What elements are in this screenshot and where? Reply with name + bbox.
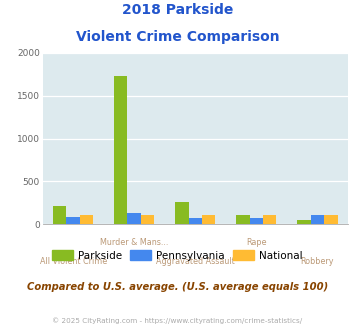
Bar <box>141 215 154 224</box>
Legend: Parkside, Pennsylvania, National: Parkside, Pennsylvania, National <box>48 246 307 265</box>
Bar <box>250 217 263 224</box>
Bar <box>114 76 127 224</box>
Bar <box>202 215 215 224</box>
Bar <box>263 215 277 224</box>
Text: Compared to U.S. average. (U.S. average equals 100): Compared to U.S. average. (U.S. average … <box>27 282 328 292</box>
Bar <box>53 206 66 224</box>
Bar <box>324 215 338 224</box>
Text: Aggravated Assault: Aggravated Assault <box>156 257 235 266</box>
Bar <box>80 215 93 224</box>
Text: All Violent Crime: All Violent Crime <box>39 257 107 266</box>
Text: © 2025 CityRating.com - https://www.cityrating.com/crime-statistics/: © 2025 CityRating.com - https://www.city… <box>53 317 302 324</box>
Text: Rape: Rape <box>246 238 267 247</box>
Text: Robbery: Robbery <box>301 257 334 266</box>
Bar <box>297 220 311 224</box>
Bar <box>66 217 80 224</box>
Bar <box>189 218 202 224</box>
Text: 2018 Parkside: 2018 Parkside <box>122 3 233 17</box>
Bar <box>311 215 324 224</box>
Bar <box>236 214 250 224</box>
Text: Murder & Mans...: Murder & Mans... <box>100 238 168 247</box>
Text: Violent Crime Comparison: Violent Crime Comparison <box>76 30 279 44</box>
Bar <box>175 202 189 224</box>
Bar <box>127 213 141 224</box>
